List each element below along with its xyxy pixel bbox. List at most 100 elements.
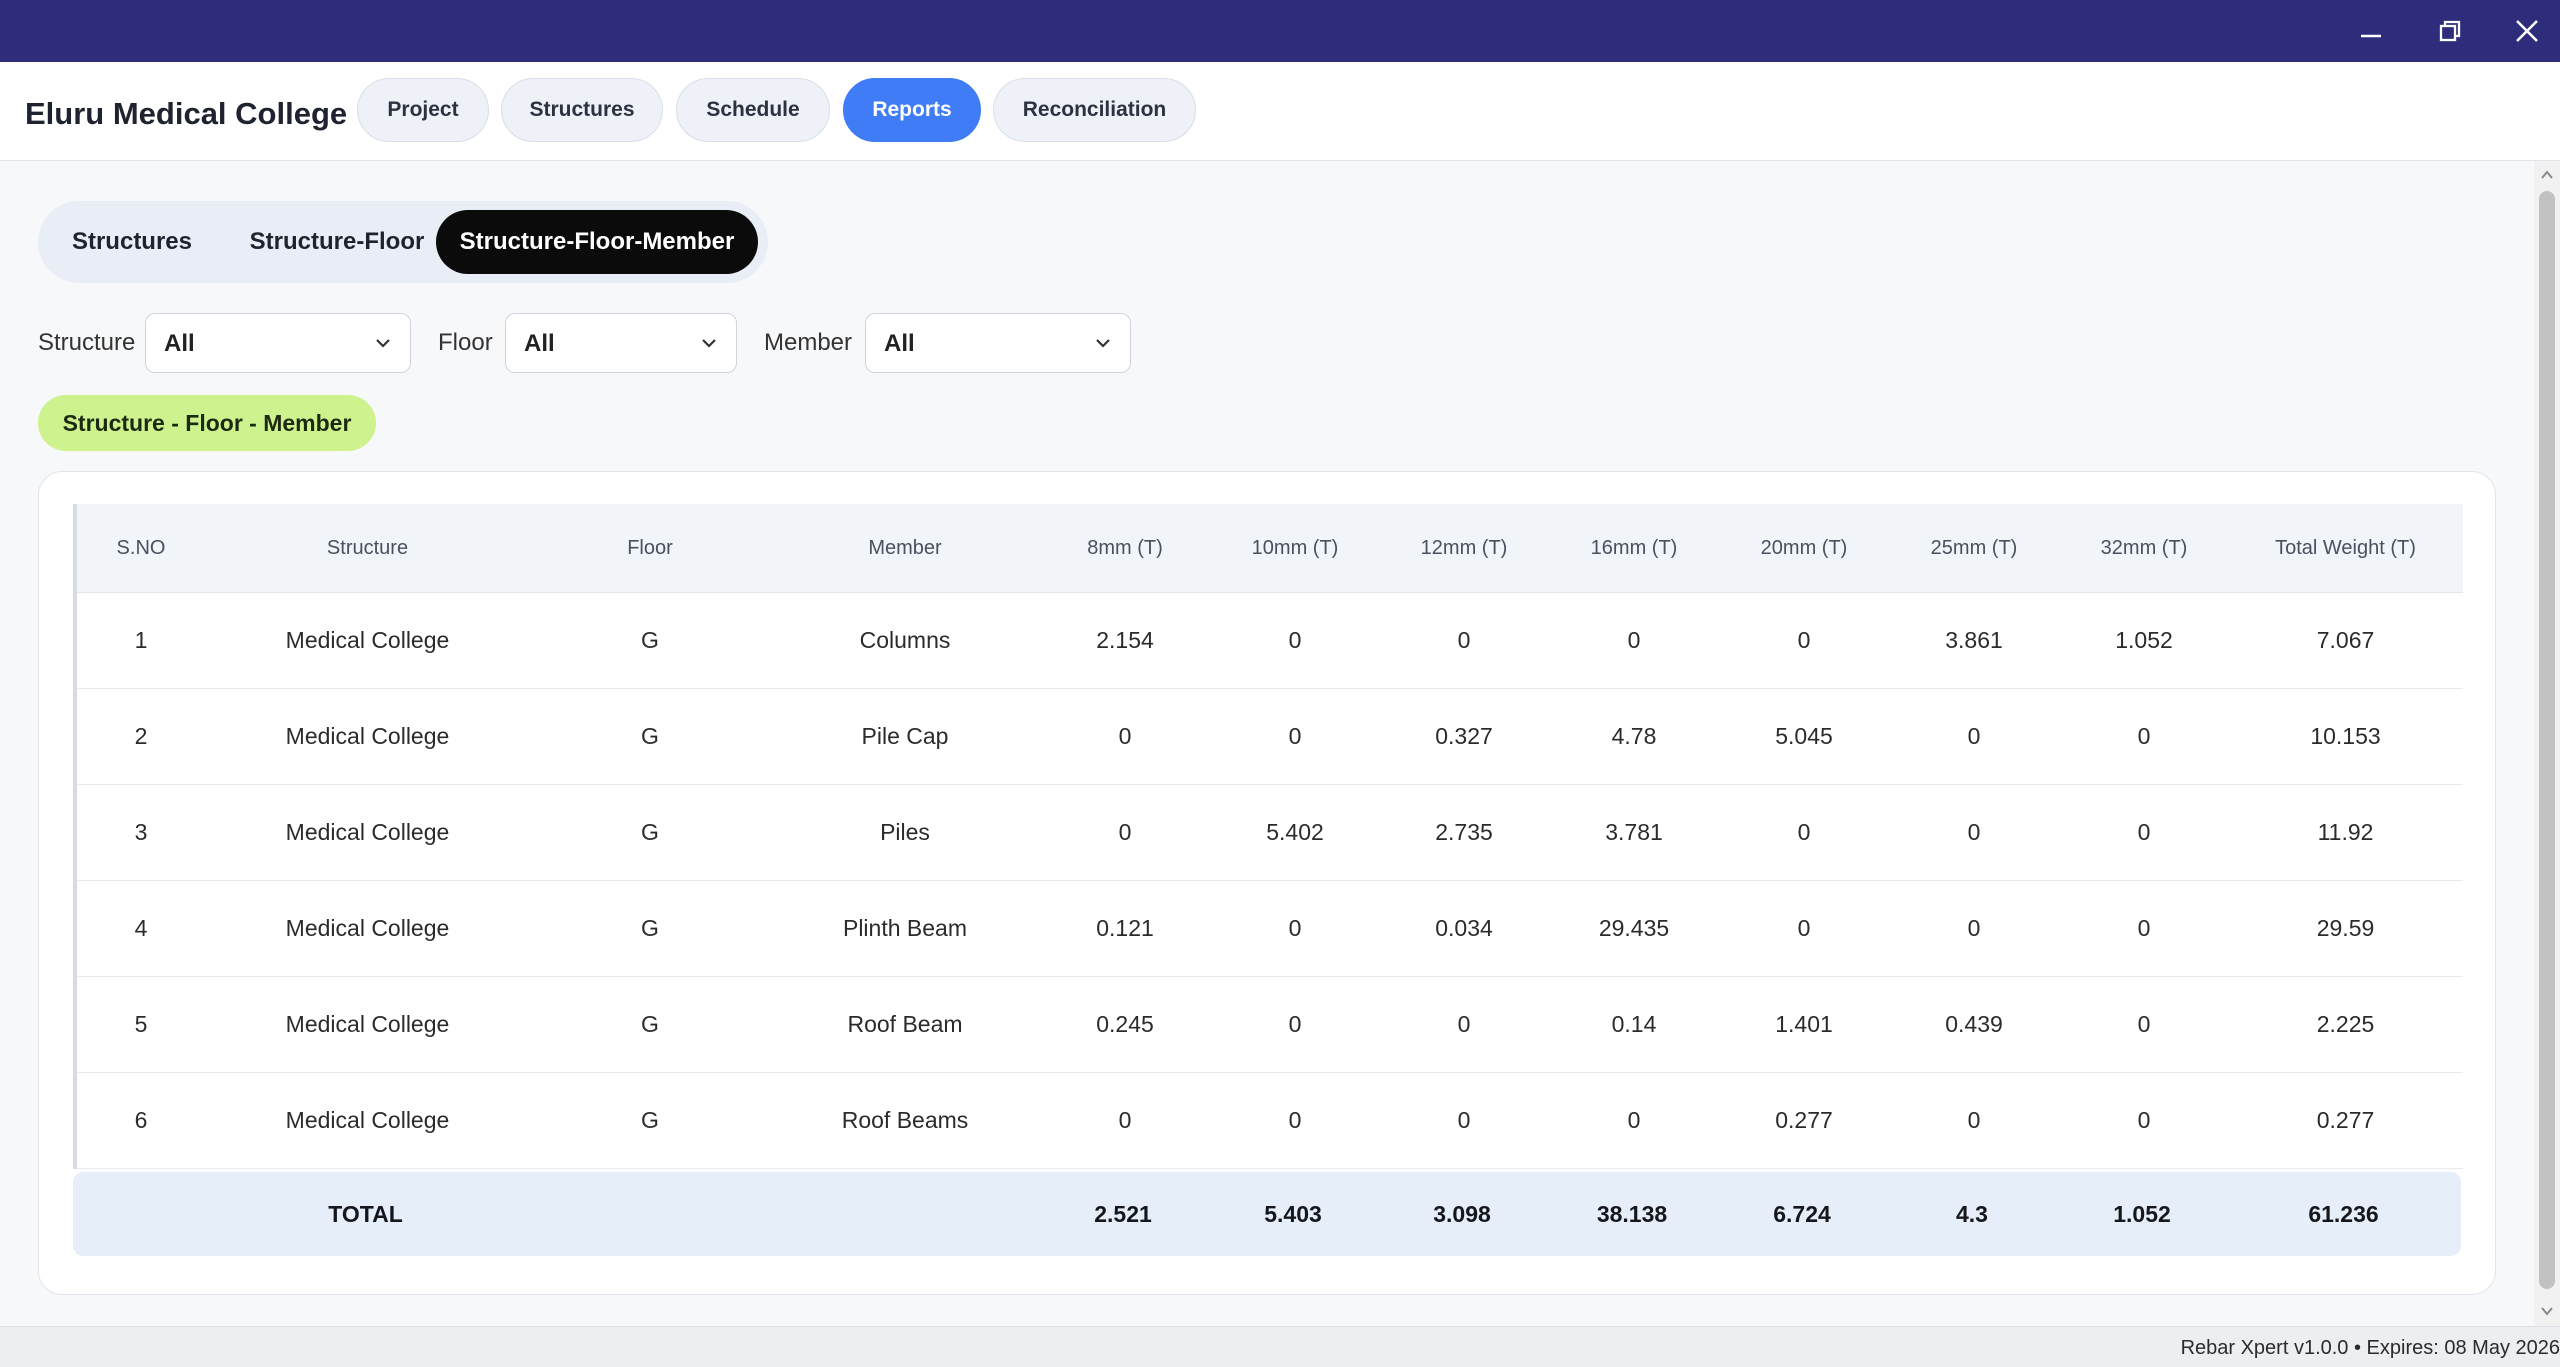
table-cell: 0 xyxy=(1548,592,1720,689)
member-filter-select[interactable]: All xyxy=(865,313,1131,373)
restore-button[interactable] xyxy=(2413,0,2487,62)
window-titlebar xyxy=(0,0,2560,62)
structure-filter-value: All xyxy=(164,330,195,357)
tab-project[interactable]: Project xyxy=(357,78,489,142)
table-cell: 1.052 xyxy=(2060,592,2228,689)
column-header: Member xyxy=(770,504,1040,593)
table-cell: 0 xyxy=(1210,592,1380,689)
total-cell: 5.403 xyxy=(1264,1200,1322,1227)
close-button[interactable] xyxy=(2490,0,2560,62)
column-header: 10mm (T) xyxy=(1210,504,1380,593)
table-cell: 0 xyxy=(2060,1072,2228,1169)
table-cell: 3 xyxy=(73,784,205,881)
scroll-up-icon[interactable] xyxy=(2539,167,2555,183)
column-header: 32mm (T) xyxy=(2060,504,2228,593)
total-label: TOTAL xyxy=(328,1200,403,1227)
structure-filter-select[interactable]: All xyxy=(145,313,411,373)
tab-reports[interactable]: Reports xyxy=(843,78,981,142)
restore-icon xyxy=(2439,20,2461,42)
view-structures-button[interactable]: Structures xyxy=(71,228,193,255)
tab-reconciliation[interactable]: Reconciliation xyxy=(993,78,1196,142)
table-cell: Piles xyxy=(770,784,1040,881)
table-cell: 1.401 xyxy=(1720,976,1888,1073)
table-cell: 0 xyxy=(1720,880,1888,977)
total-cell: 61.236 xyxy=(2308,1200,2379,1227)
minimize-icon xyxy=(2361,34,2381,38)
tab-structures[interactable]: Structures xyxy=(501,78,663,142)
table-cell: 10.153 xyxy=(2228,688,2463,785)
minimize-button[interactable] xyxy=(2334,0,2408,62)
floor-filter-value: All xyxy=(524,330,555,357)
floor-filter-label: Floor xyxy=(438,329,493,356)
column-header: 25mm (T) xyxy=(1888,504,2060,593)
chevron-down-icon xyxy=(376,339,390,348)
table-cell: 3.861 xyxy=(1888,592,2060,689)
table-cell: 5.045 xyxy=(1720,688,1888,785)
table-cell: 0 xyxy=(2060,688,2228,785)
table-cell: 0.277 xyxy=(2228,1072,2463,1169)
tab-schedule[interactable]: Schedule xyxy=(676,78,830,142)
view-structure-floor-member-button[interactable]: Structure-Floor-Member xyxy=(436,210,758,274)
table-cell: 0 xyxy=(1380,592,1548,689)
table-cell: 0 xyxy=(1888,880,2060,977)
column-header: 20mm (T) xyxy=(1720,504,1888,593)
table-cell: Roof Beam xyxy=(770,976,1040,1073)
table-row[interactable]: 6 Medical College G Roof Beams 0 0 0 0 0.277 0 0 0.… xyxy=(73,1072,2463,1169)
table-cell: 0.439 xyxy=(1888,976,2060,1073)
member-filter-value: All xyxy=(884,330,915,357)
table-cell: 7.067 xyxy=(2228,592,2463,689)
table-cell: 0 xyxy=(1040,784,1210,881)
table-row[interactable]: 1 Medical College G Columns 2.154 0 0 0 0 3.861 1.… xyxy=(73,592,2463,689)
table-cell: 0 xyxy=(1888,688,2060,785)
scroll-down-icon[interactable] xyxy=(2539,1303,2555,1319)
table-cell: Medical College xyxy=(205,688,530,785)
table-cell: Roof Beams xyxy=(770,1072,1040,1169)
table-cell: 11.92 xyxy=(2228,784,2463,881)
table-cell: 29.59 xyxy=(2228,880,2463,977)
table-cell: G xyxy=(530,1072,770,1169)
view-structure-floor-button[interactable]: Structure-Floor xyxy=(249,228,425,255)
total-cell: 2.521 xyxy=(1094,1200,1152,1227)
table-cell: 3.781 xyxy=(1548,784,1720,881)
column-header: Structure xyxy=(205,504,530,593)
report-view-switcher: Structures Structure-Floor Structure-Flo… xyxy=(38,201,768,283)
table-cell: 0 xyxy=(1548,1072,1720,1169)
table-row[interactable]: 2 Medical College G Pile Cap 0 0 0.327 4.78 5.04… xyxy=(73,688,2463,785)
total-row: TOTAL 2.521 5.403 3.098 38.138 6.724 4.3… xyxy=(73,1172,2461,1256)
table-cell: 0 xyxy=(2060,880,2228,977)
total-cell: 3.098 xyxy=(1433,1200,1491,1227)
table-cell: Pile Cap xyxy=(770,688,1040,785)
table-cell: Columns xyxy=(770,592,1040,689)
column-header: Total Weight (T) xyxy=(2228,504,2463,593)
table-cell: Plinth Beam xyxy=(770,880,1040,977)
floor-filter-select[interactable]: All xyxy=(505,313,737,373)
table-row[interactable]: 4 Medical College G Plinth Beam 0.121 0 0.034 2… xyxy=(73,880,2463,977)
top-navigation: Eluru Medical College Project Structures… xyxy=(0,62,2560,161)
table-cell: 2.735 xyxy=(1380,784,1548,881)
table-cell: 0 xyxy=(1210,976,1380,1073)
table-cell: 6 xyxy=(73,1072,205,1169)
table-cell: 2.154 xyxy=(1040,592,1210,689)
table-row[interactable]: 3 Medical College G Piles 0 5.402 2.735 3.781 0 0… xyxy=(73,784,2463,881)
reports-content: Structures Structure-Floor Structure-Flo… xyxy=(0,161,2534,1326)
vertical-scrollbar[interactable] xyxy=(2534,161,2560,1326)
table-cell: 0 xyxy=(1210,688,1380,785)
total-cell: 38.138 xyxy=(1596,1200,1668,1227)
table-cell: Medical College xyxy=(205,592,530,689)
table-cell: 0.121 xyxy=(1040,880,1210,977)
table-cell: 0 xyxy=(1210,880,1380,977)
table-cell: 2 xyxy=(73,688,205,785)
table-body: 1 Medical College G Columns 2.154 0 0 0 0 3.861 1.… xyxy=(73,592,2463,1169)
app-title: Eluru Medical College xyxy=(25,96,348,131)
table-cell: 0.14 xyxy=(1548,976,1720,1073)
scrollbar-thumb[interactable] xyxy=(2539,191,2555,1289)
table-cell: G xyxy=(530,880,770,977)
table-cell: 0 xyxy=(1888,784,2060,881)
table-cell: 1 xyxy=(73,592,205,689)
table-cell: 5 xyxy=(73,976,205,1073)
table-row[interactable]: 5 Medical College G Roof Beam 0.245 0 0 0.14 1.4… xyxy=(73,976,2463,1073)
table-cell: G xyxy=(530,784,770,881)
member-filter-label: Member xyxy=(764,329,853,356)
table-cell: Medical College xyxy=(205,880,530,977)
table-cell: G xyxy=(530,592,770,689)
